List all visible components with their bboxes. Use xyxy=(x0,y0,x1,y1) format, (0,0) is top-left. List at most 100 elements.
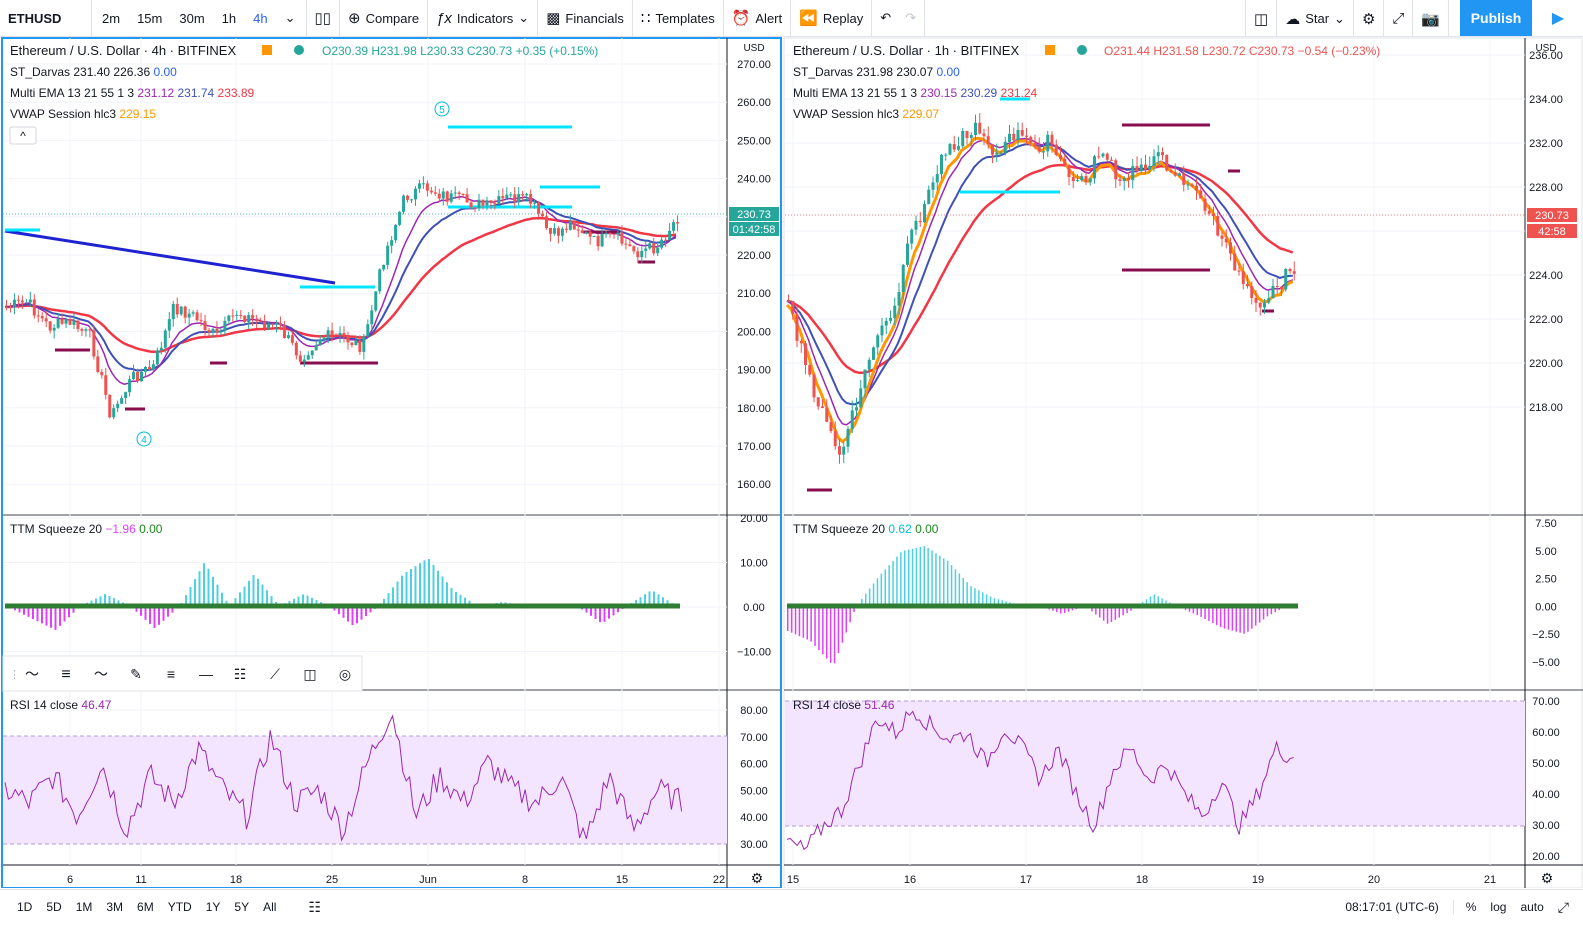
interval-2m[interactable]: 2m xyxy=(102,10,121,26)
left-ema-legend[interactable]: Multi EMA 13 21 55 1 3 231.12 231.74 233… xyxy=(10,86,255,100)
drag-handle-icon[interactable]: ⋮ xyxy=(9,669,20,681)
publish-button[interactable]: Publish xyxy=(1460,0,1532,36)
right-ema-legend[interactable]: Multi EMA 13 21 55 1 3 230.15 230.29 231… xyxy=(793,86,1038,100)
goto-date-icon[interactable]: ☷ xyxy=(308,898,321,915)
candle-body xyxy=(808,365,812,375)
layout-button[interactable]: ◫ xyxy=(1245,0,1278,37)
candle-body xyxy=(275,323,278,325)
interval-bar: 2m 15m 30m 1h 4h ⌄ xyxy=(92,0,307,37)
log-toggle[interactable]: log xyxy=(1490,900,1507,914)
range-1y[interactable]: 1Y xyxy=(205,900,221,914)
chart-type-button[interactable]: ▯▯ xyxy=(307,0,341,37)
percent-toggle[interactable]: % xyxy=(1452,900,1476,914)
ttm-bar xyxy=(144,606,147,620)
flag-icon[interactable] xyxy=(262,45,272,55)
candle-body xyxy=(529,194,533,204)
range-all[interactable]: All xyxy=(263,900,277,914)
ttm-bar xyxy=(207,568,210,606)
candle-body xyxy=(354,340,358,346)
auto-toggle[interactable]: auto xyxy=(1520,900,1544,914)
left-settings-icon[interactable]: ⚙ xyxy=(751,870,764,886)
left-rsi-legend[interactable]: RSI 14 close 46.47 xyxy=(10,698,112,712)
gann-icon[interactable]: ☷ xyxy=(234,666,247,682)
fib-icon[interactable]: ≡ xyxy=(167,666,175,682)
snapshot-button[interactable]: 📷 xyxy=(1413,0,1450,37)
left-time-axis: 6 11 18 25 Jun 8 15 22 xyxy=(67,874,725,886)
candle-body xyxy=(390,240,394,246)
templates-button[interactable]: ∷ Templates xyxy=(633,0,724,37)
candle-body xyxy=(437,193,441,199)
ttm-bar xyxy=(810,606,812,642)
interval-4h[interactable]: 4h xyxy=(253,10,268,26)
pencil-icon[interactable]: ✎ xyxy=(130,666,142,682)
right-settings-icon[interactable]: ⚙ xyxy=(1541,870,1554,886)
candle-body xyxy=(290,335,294,343)
right-vwap-legend[interactable]: VWAP Session hlc3 229.07 xyxy=(793,107,939,121)
range-3m[interactable]: 3M xyxy=(106,900,124,914)
undo-icon[interactable]: ↶ xyxy=(880,10,892,25)
charts-svg[interactable]: 270.00260.00250.00240.00230.00220.00210.… xyxy=(0,37,1583,889)
magnet-icon[interactable]: ◎ xyxy=(339,666,351,682)
candle-body xyxy=(596,235,600,247)
wave-icon[interactable]: 〜 xyxy=(94,666,108,682)
ttm-bar xyxy=(72,606,75,613)
range-ytd[interactable]: YTD xyxy=(167,900,192,914)
star-button[interactable]: ☁ Star ⌄ xyxy=(1277,0,1354,37)
candle-body xyxy=(493,202,497,204)
interval-1h[interactable]: 1h xyxy=(221,10,237,26)
left-ttm-legend[interactable]: TTM Squeeze 20 −1.96 0.00 xyxy=(10,522,163,536)
ttm-bar xyxy=(849,606,851,623)
ttm-bar xyxy=(950,565,953,606)
ttm-bar xyxy=(1247,606,1249,632)
clock-time[interactable]: 08:17:01 (UTC-6) xyxy=(1345,900,1439,914)
left-price-tag xyxy=(729,207,779,221)
interval-30m[interactable]: 30m xyxy=(179,10,205,26)
candle-body xyxy=(889,317,892,321)
settings-button[interactable]: ⚙ xyxy=(1354,0,1385,37)
replay-button[interactable]: ⏪ Replay xyxy=(791,0,873,37)
range-5y[interactable]: 5Y xyxy=(234,900,250,914)
symbol-search[interactable]: ETHUSD xyxy=(0,0,92,37)
range-5d[interactable]: 5D xyxy=(46,900,62,914)
fullscreen-button[interactable]: ⤢ xyxy=(1384,0,1414,37)
left-vwap-legend[interactable]: VWAP Session hlc3 229.15 xyxy=(10,107,156,121)
lines-icon[interactable]: ≡ xyxy=(61,666,70,683)
flag-icon[interactable] xyxy=(1045,45,1055,55)
candle-body xyxy=(918,220,922,223)
compare-button[interactable]: ⊕ Compare xyxy=(340,0,429,37)
play-icon[interactable]: ▶ xyxy=(1551,10,1565,27)
interval-dropdown-icon[interactable]: ⌄ xyxy=(284,10,296,25)
candle-body xyxy=(648,243,652,249)
ttm-bar xyxy=(27,606,30,617)
collapse-legend-button[interactable] xyxy=(9,126,37,145)
candle-body xyxy=(969,134,973,139)
candle-body xyxy=(1271,285,1275,299)
range-1d[interactable]: 1D xyxy=(17,900,33,914)
candle-body xyxy=(604,232,608,235)
alert-button[interactable]: ⏰ Alert xyxy=(724,0,792,37)
pattern-icon[interactable]: ◫ xyxy=(303,666,316,682)
right-darvas-legend[interactable]: ST_Darvas 231.98 230.07 0.00 xyxy=(793,65,960,79)
candle-body xyxy=(433,192,437,194)
trendline-icon[interactable]: ⟋ xyxy=(270,666,280,682)
candle-body xyxy=(855,407,858,411)
candle-body xyxy=(863,369,867,389)
candle-body xyxy=(1216,216,1220,236)
financials-button[interactable]: ▩ Financials xyxy=(538,0,633,37)
range-1m[interactable]: 1M xyxy=(75,900,93,914)
abc-pattern-icon[interactable]: 〜 xyxy=(25,666,39,682)
horizontal-line-icon[interactable]: — xyxy=(199,666,213,682)
range-6m[interactable]: 6M xyxy=(137,900,154,914)
undo-redo: ↶ ↷ xyxy=(872,0,926,37)
fullscreen-icon[interactable]: ⤢ xyxy=(1557,898,1569,915)
candle-body xyxy=(545,216,548,228)
candle-body xyxy=(906,243,909,265)
right-rsi-legend[interactable]: RSI 14 close 51.46 xyxy=(793,698,895,712)
candle-body xyxy=(1127,178,1130,181)
redo-icon[interactable]: ↷ xyxy=(905,10,917,25)
left-darvas-legend[interactable]: ST_Darvas 231.40 226.36 0.00 xyxy=(10,65,177,79)
candle-body xyxy=(1250,286,1254,299)
interval-15m[interactable]: 15m xyxy=(137,10,163,26)
indicators-button[interactable]: ƒx Indicators ⌄ xyxy=(428,0,539,37)
right-ttm-legend[interactable]: TTM Squeeze 20 0.62 0.00 xyxy=(793,522,939,536)
